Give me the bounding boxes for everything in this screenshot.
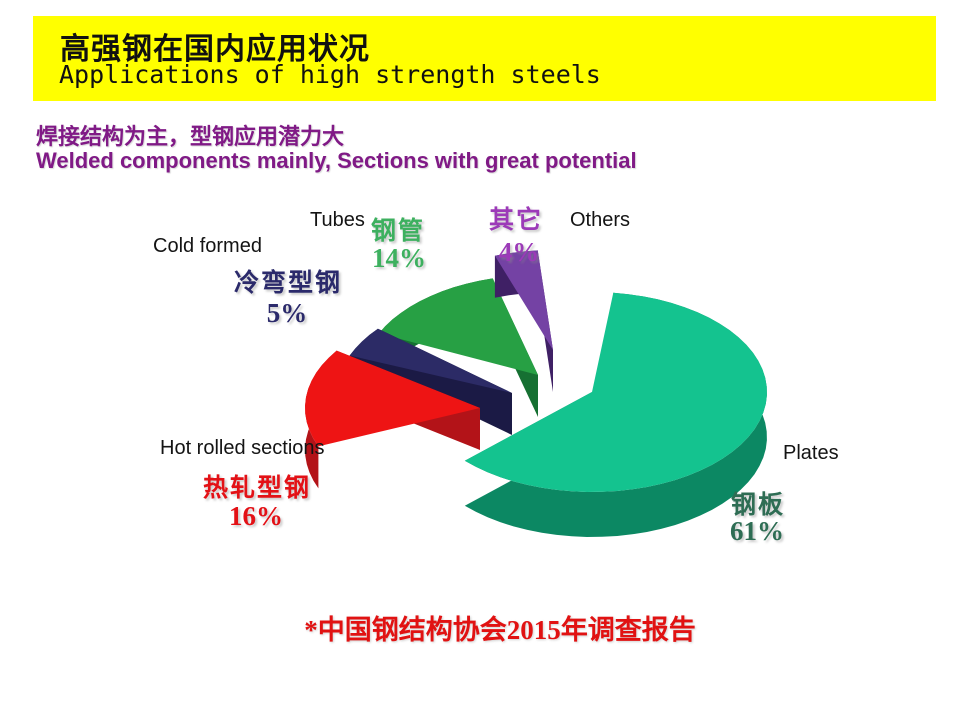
label-hot-rolled-sections-zh: 热轧型钢 bbox=[202, 474, 312, 502]
pie-slice-tubes bbox=[378, 278, 538, 375]
subtitle-en: Welded components mainly, Sections with … bbox=[36, 148, 637, 173]
pie-slice-hot-rolled-sections bbox=[305, 350, 480, 447]
label-cold-formed-pct: 5% bbox=[266, 298, 308, 328]
label-hot-rolled-sections-en: Hot rolled sections bbox=[160, 437, 325, 459]
slide-title-en: Applications of high strength steels bbox=[59, 60, 601, 89]
pie-slice-others bbox=[494, 250, 553, 350]
label-tubes-pct: 14% bbox=[372, 243, 426, 273]
pie-slice-cold-formed bbox=[349, 328, 512, 393]
label-plates-zh: 钢板 bbox=[730, 491, 786, 519]
label-cold-formed-en: Cold formed bbox=[153, 235, 262, 257]
title-banner: 高强钢在国内应用状况 Applications of high strength… bbox=[33, 16, 936, 101]
label-plates-en: Plates bbox=[783, 442, 839, 464]
label-tubes-en: Tubes bbox=[310, 209, 365, 231]
label-others-zh: 其它 bbox=[488, 206, 544, 234]
pie-slice-plates bbox=[464, 292, 767, 492]
label-hot-rolled-sections-pct: 16% bbox=[229, 501, 283, 531]
label-plates-pct: 61% bbox=[730, 516, 784, 546]
subtitle-zh: 焊接结构为主，型钢应用潜力大 bbox=[36, 124, 345, 149]
footnote: *中国钢结构协会2015年调查报告 bbox=[304, 615, 696, 645]
label-others-pct: 4% bbox=[498, 237, 540, 267]
slide-title-zh: 高强钢在国内应用状况 bbox=[60, 33, 370, 66]
label-others-en: Others bbox=[570, 209, 631, 231]
label-tubes-zh: 钢管 bbox=[370, 217, 426, 245]
label-cold-formed-zh: 冷弯型钢 bbox=[233, 269, 343, 297]
